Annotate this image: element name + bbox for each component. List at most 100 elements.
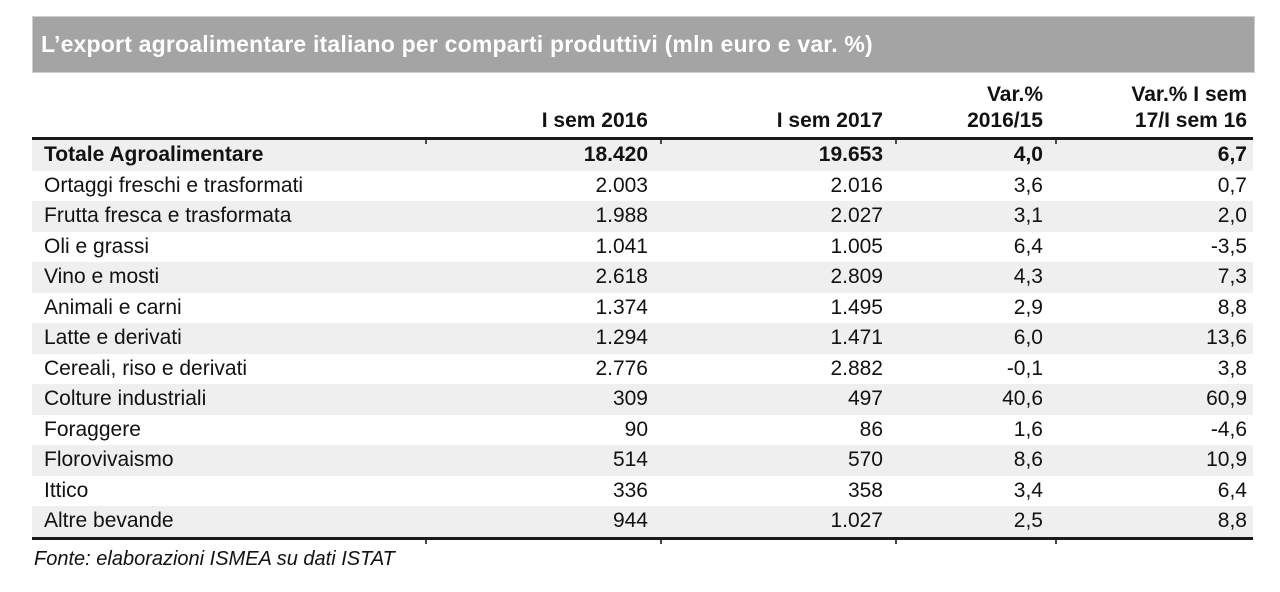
row-label: Totale Agroalimentare [44, 143, 264, 167]
cell-sem-2017: 2.809 [830, 265, 883, 289]
cell-var-2016-15: 40,6 [1002, 387, 1043, 411]
cell-var-2016-15: 6,0 [1013, 326, 1043, 350]
row-label: Foraggere [44, 417, 141, 441]
cell-sem-2017: 1.027 [830, 509, 883, 533]
cell-var-2016-15: 4,0 [1013, 143, 1043, 167]
row-label: Altre bevande [44, 509, 174, 533]
header-sem-2016-label: I sem 2016 [541, 109, 648, 132]
cell-var-isem: 0,7 [1217, 173, 1247, 197]
cell-var-2016-15: 3,6 [1013, 173, 1043, 197]
cell-sem-2016: 18.420 [583, 143, 648, 167]
table-row-total: Totale Agroalimentare 18.420 19.653 4,0 … [32, 140, 1253, 171]
cell-sem-2016: 514 [612, 448, 648, 472]
row-label: Ortaggi freschi e trasformati [44, 173, 304, 197]
cell-sem-2016: 1.988 [595, 204, 648, 228]
cell-sem-2016: 2.618 [595, 265, 648, 289]
cell-var-isem: 6,7 [1217, 143, 1247, 167]
cell-sem-2016: 2.003 [595, 173, 648, 197]
row-label: Animali e carni [44, 295, 182, 319]
cell-var-2016-15: 1,6 [1013, 417, 1043, 441]
cell-var-isem: 13,6 [1206, 326, 1247, 350]
table-row: Vino e mosti 2.618 2.809 4,3 7,3 [32, 262, 1253, 293]
header-var-2016-15-line1: Var.% [986, 83, 1043, 106]
table-title: L’export agroalimentare italiano per com… [32, 16, 1255, 73]
table-row: Frutta fresca e trasformata 1.988 2.027 … [32, 201, 1253, 232]
table-header-row: I sem 2016 I sem 2017 Var.% 2016/15 Var.… [32, 75, 1253, 137]
cell-sem-2016: 309 [612, 387, 648, 411]
table-row: Altre bevande 944 1.027 2,5 8,8 [32, 506, 1253, 537]
cell-var-isem: -4,6 [1210, 417, 1247, 441]
cell-var-2016-15: 3,1 [1013, 204, 1043, 228]
column-divider-tick [1055, 140, 1057, 144]
table-row: Ittico 336 358 3,4 6,4 [32, 476, 1253, 507]
column-divider-tick [660, 539, 662, 544]
cell-var-2016-15: 3,4 [1013, 478, 1043, 502]
cell-var-2016-15: 6,4 [1013, 234, 1043, 258]
header-sem-2017: I sem 2017 [660, 108, 895, 137]
cell-var-2016-15: 4,3 [1013, 265, 1043, 289]
table-row: Florovivaismo 514 570 8,6 10,9 [32, 445, 1253, 476]
cell-sem-2016: 944 [612, 509, 648, 533]
column-divider-tick [1055, 539, 1057, 544]
cell-sem-2017: 1.005 [830, 234, 883, 258]
table-row: Latte e derivati 1.294 1.471 6,0 13,6 [32, 323, 1253, 354]
table-row: Animali e carni 1.374 1.495 2,9 8,8 [32, 293, 1253, 324]
header-var-isem-line2: 17/I sem 16 [1134, 109, 1247, 132]
header-var-isem-line1: Var.% I sem [1131, 83, 1247, 106]
row-label: Cereali, riso e derivati [44, 356, 248, 380]
column-divider-tick [425, 539, 427, 544]
cell-var-isem: 7,3 [1217, 265, 1247, 289]
cell-var-isem: 6,4 [1217, 478, 1247, 502]
cell-sem-2017: 1.495 [830, 295, 883, 319]
cell-sem-2017: 19.653 [818, 143, 883, 167]
cell-sem-2017: 2.882 [830, 356, 883, 380]
column-divider-tick [895, 140, 897, 144]
cell-var-isem: 3,8 [1217, 356, 1247, 380]
header-var-isem: Var.% I sem 17/I sem 16 [1055, 82, 1253, 137]
cell-var-isem: 60,9 [1206, 387, 1247, 411]
row-label: Ittico [44, 478, 89, 502]
cell-sem-2016: 1.374 [595, 295, 648, 319]
column-divider-tick [895, 539, 897, 544]
cell-sem-2016: 1.041 [595, 234, 648, 258]
cell-sem-2017: 86 [859, 417, 883, 441]
cell-sem-2016: 90 [624, 417, 648, 441]
table-row: Oli e grassi 1.041 1.005 6,4 -3,5 [32, 232, 1253, 263]
header-sem-2017-label: I sem 2017 [776, 109, 883, 132]
cell-sem-2017: 570 [847, 448, 883, 472]
cell-var-2016-15: 2,9 [1013, 295, 1043, 319]
cell-sem-2017: 2.027 [830, 204, 883, 228]
row-label: Frutta fresca e trasformata [44, 204, 292, 228]
cell-sem-2016: 1.294 [595, 326, 648, 350]
row-label: Latte e derivati [44, 326, 182, 350]
table-body: Totale Agroalimentare 18.420 19.653 4,0 … [32, 137, 1253, 544]
header-var-2016-15-line2: 2016/15 [967, 109, 1043, 132]
cell-var-isem: 2,0 [1217, 204, 1247, 228]
table-row: Foraggere 90 86 1,6 -4,6 [32, 415, 1253, 446]
cell-var-isem: 10,9 [1206, 448, 1247, 472]
cell-var-isem: 8,8 [1217, 295, 1247, 319]
header-var-2016-15: Var.% 2016/15 [895, 82, 1055, 137]
cell-sem-2017: 2.016 [830, 173, 883, 197]
row-label: Colture industriali [44, 387, 207, 411]
column-divider-tick [660, 140, 662, 144]
source-note: Fonte: elaborazioni ISMEA su dati ISTAT [34, 548, 395, 570]
table-row: Colture industriali 309 497 40,6 60,9 [32, 384, 1253, 415]
table-row: Cereali, riso e derivati 2.776 2.882 -0,… [32, 354, 1253, 385]
row-label: Oli e grassi [44, 234, 150, 258]
cell-sem-2017: 497 [847, 387, 883, 411]
cell-sem-2016: 336 [612, 478, 648, 502]
row-label: Florovivaismo [44, 448, 174, 472]
cell-var-2016-15: -0,1 [1006, 356, 1043, 380]
cell-var-2016-15: 8,6 [1013, 448, 1043, 472]
cell-var-isem: 8,8 [1217, 509, 1247, 533]
cell-sem-2017: 358 [847, 478, 883, 502]
cell-sem-2016: 2.776 [595, 356, 648, 380]
row-label: Vino e mosti [44, 265, 160, 289]
cell-var-isem: -3,5 [1210, 234, 1247, 258]
column-divider-tick [425, 140, 427, 144]
cell-var-2016-15: 2,5 [1013, 509, 1043, 533]
header-sem-2016: I sem 2016 [425, 108, 660, 137]
table-row: Ortaggi freschi e trasformati 2.003 2.01… [32, 171, 1253, 202]
cell-sem-2017: 1.471 [830, 326, 883, 350]
